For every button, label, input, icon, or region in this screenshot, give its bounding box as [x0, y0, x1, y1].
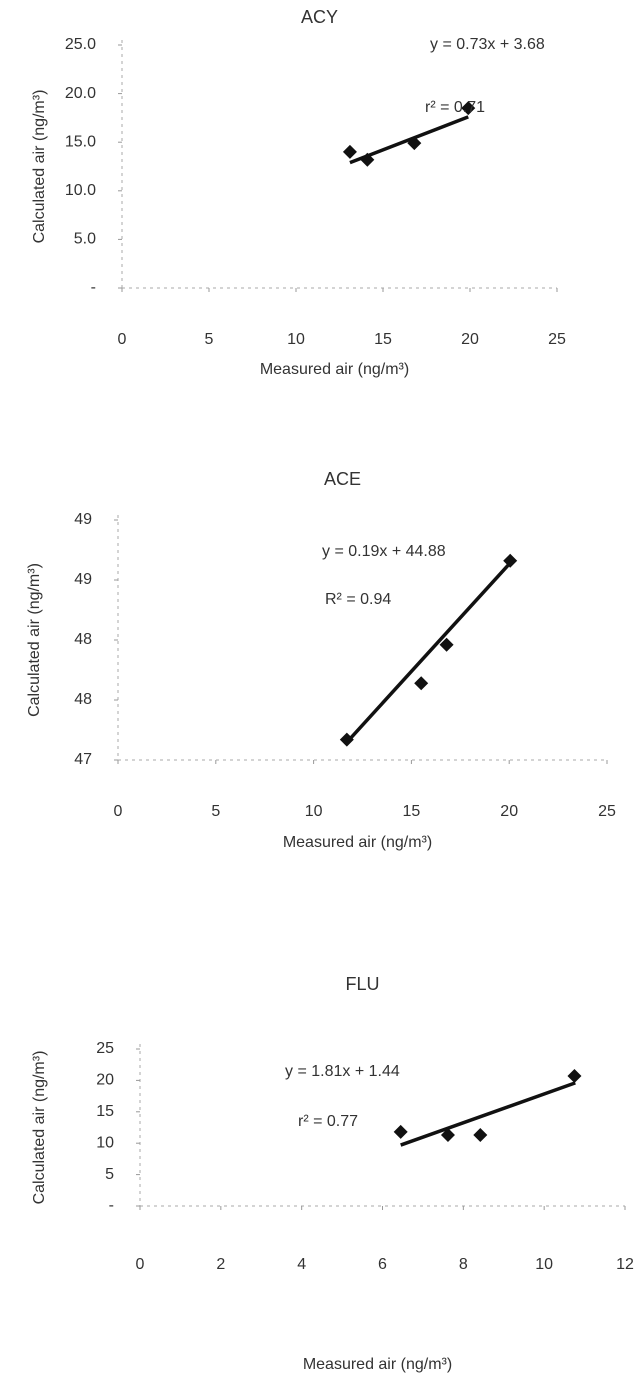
x-tick-label: 25 — [548, 331, 566, 348]
x-tick-label: 25 — [598, 803, 616, 820]
trend-line — [345, 561, 512, 745]
x-tick-label: 20 — [461, 331, 479, 348]
y-axis-label: Calculated air (ng/m³) — [26, 563, 43, 717]
x-tick-label: 2 — [216, 1256, 225, 1273]
x-tick-label: 5 — [211, 803, 220, 820]
x-tick-label: 15 — [374, 331, 392, 348]
point — [473, 1128, 487, 1142]
x-tick-label: 8 — [459, 1256, 468, 1273]
chart-title: ACE — [324, 469, 361, 489]
x-axis-label: Measured air (ng/m³) — [303, 1356, 452, 1373]
chart-title: ACY — [301, 7, 338, 27]
y-tick-label: 48 — [74, 631, 92, 648]
x-tick-label: 12 — [616, 1256, 634, 1273]
x-tick-label: 10 — [535, 1256, 553, 1273]
y-tick-label: - — [91, 279, 96, 296]
x-tick-label: 6 — [378, 1256, 387, 1273]
y-tick-label: 25 — [96, 1040, 114, 1057]
y-tick-label: 20 — [96, 1072, 114, 1089]
y-tick-label: 5.0 — [74, 231, 96, 248]
x-tick-label: 0 — [114, 803, 123, 820]
y-tick-label: 10.0 — [65, 182, 96, 199]
x-tick-label: 15 — [403, 803, 421, 820]
x-tick-label: 0 — [136, 1256, 145, 1273]
x-axis-label: Measured air (ng/m³) — [283, 834, 432, 851]
y-axis-label: Calculated air (ng/m³) — [31, 1051, 48, 1205]
x-tick-label: 0 — [118, 331, 127, 348]
point — [343, 145, 357, 159]
y-tick-label: 15 — [96, 1103, 114, 1120]
y-tick-label: 20.0 — [65, 85, 96, 102]
x-tick-label: 20 — [500, 803, 518, 820]
annotation: y = 1.81x + 1.44 — [285, 1063, 400, 1080]
point — [567, 1069, 581, 1083]
x-axis-label: Measured air (ng/m³) — [260, 361, 409, 378]
y-tick-label: 15.0 — [65, 133, 96, 150]
trend-line — [401, 1083, 576, 1145]
x-tick-label: 10 — [305, 803, 323, 820]
y-tick-label: 10 — [96, 1134, 114, 1151]
x-tick-label: 10 — [287, 331, 305, 348]
annotation: r² = 0.77 — [298, 1113, 358, 1130]
point — [394, 1125, 408, 1139]
y-tick-label: 25.0 — [65, 36, 96, 53]
page: ACY-5.010.015.020.025.00510152025Measure… — [0, 0, 638, 1384]
point — [503, 554, 517, 568]
point — [414, 676, 428, 690]
chart-title: FLU — [345, 974, 379, 994]
y-tick-label: 48 — [74, 691, 92, 708]
x-tick-label: 4 — [297, 1256, 306, 1273]
y-tick-label: - — [109, 1197, 114, 1214]
y-axis-label: Calculated air (ng/m³) — [31, 90, 48, 244]
y-tick-label: 5 — [105, 1166, 114, 1183]
annotation: R² = 0.94 — [325, 591, 391, 608]
x-tick-label: 5 — [205, 331, 214, 348]
y-tick-label: 49 — [74, 571, 92, 588]
annotation: r² = 0.71 — [425, 99, 485, 116]
annotation: y = 0.19x + 44.88 — [322, 543, 446, 560]
y-tick-label: 49 — [74, 511, 92, 528]
y-tick-label: 47 — [74, 751, 92, 768]
annotation: y = 0.73x + 3.68 — [430, 36, 545, 53]
